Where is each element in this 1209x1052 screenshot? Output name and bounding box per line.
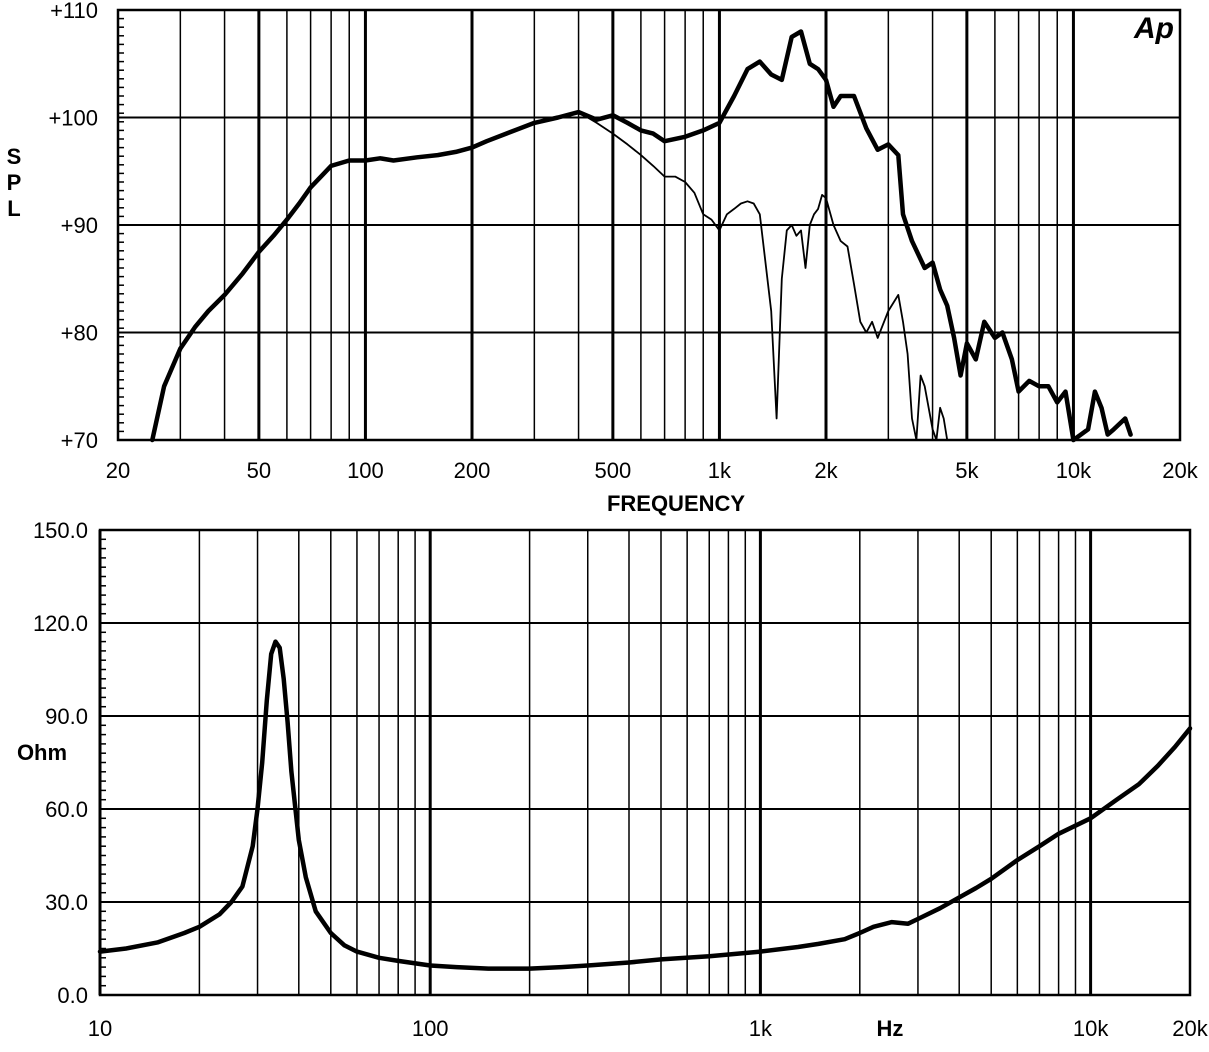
impedance-series-group <box>97 639 1193 971</box>
imp-y-tick-label: 0.0 <box>57 983 88 1008</box>
spl-y-axis-title-letter: P <box>7 170 22 195</box>
imp-x-tick-label: 1k <box>749 1016 773 1041</box>
ap-logo: Ap <box>1133 12 1174 45</box>
imp-x-tick-label: 10 <box>88 1016 112 1041</box>
impedance-plot-frame <box>98 528 1192 997</box>
impedance-y-axis-title: Ohm <box>17 740 67 765</box>
spl-y-tick-label: +110 <box>50 0 98 23</box>
spl-y-axis-title-letter: S <box>7 144 22 169</box>
imp-y-tick-label: 60.0 <box>45 797 88 822</box>
spl-y-tick-labels: +70 +80 +90 +100 +110 <box>48 0 98 453</box>
spl-y-tick-label: +80 <box>61 321 98 346</box>
imp-y-tick-label: 120.0 <box>33 611 88 636</box>
spl-x-tick-label: 200 <box>454 458 491 483</box>
impedance-y-tick-labels: 0.0 30.0 60.0 90.0 120.0 150.0 <box>33 518 88 1008</box>
spl-x-tick-label: 2k <box>814 458 838 483</box>
spl-x-tick-label: 20k <box>1162 458 1198 483</box>
imp-x-tick-label: 10k <box>1073 1016 1109 1041</box>
spl-y-tick-label: +90 <box>61 213 98 238</box>
imp-series-line-thick <box>97 639 1193 971</box>
imp-x-tick-label: 100 <box>412 1016 449 1041</box>
spl-series-group <box>150 29 1133 443</box>
impedance-chart: 10 100 1k 10k 20k 0.030.060.090.0120.0150.0 … <box>17 518 1209 1041</box>
spl-frame-rect <box>116 8 1182 442</box>
spl-grid <box>117 9 1181 441</box>
spl-y-axis-title: SPL <box>7 144 22 221</box>
impedance-x-tick-labels: 10 100 1k 10k 20k <box>88 1016 1209 1041</box>
spl-series-line-thin <box>577 111 949 441</box>
imp-y-tick-label: 90.0 <box>45 704 88 729</box>
spl-x-tick-label: 10k <box>1056 458 1092 483</box>
spl-x-tick-labels: 20 50 100 200 500 1k 2k 5k 10k 20k <box>106 458 1199 483</box>
spl-y-tick-label: +70 <box>61 428 98 453</box>
spl-x-axis-title: FREQUENCY <box>607 491 745 516</box>
spl-series-line-thick <box>150 29 1133 443</box>
impedance-x-axis-title: Hz <box>877 1016 904 1041</box>
spl-x-tick-label: 1k <box>708 458 732 483</box>
imp-y-tick-label: 30.0 <box>45 890 88 915</box>
spl-x-tick-label: 50 <box>247 458 271 483</box>
spl-x-tick-label: 5k <box>955 458 979 483</box>
spl-x-tick-label: 100 <box>347 458 384 483</box>
spl-plot-frame <box>116 8 1182 442</box>
spl-y-axis-title-letter: L <box>7 196 20 221</box>
imp-y-tick-label: 150.0 <box>33 518 88 543</box>
spl-x-tick-label: 20 <box>106 458 130 483</box>
spl-y-tick-label: +100 <box>48 106 98 131</box>
spl-x-tick-label: 500 <box>595 458 632 483</box>
spl-frequency-chart: 20 50 100 200 500 1k 2k 5k 10k 20k +70+80+90+100+… <box>7 0 1199 516</box>
imp-frame-rect <box>98 528 1192 997</box>
imp-x-tick-label: 20k <box>1172 1016 1208 1041</box>
